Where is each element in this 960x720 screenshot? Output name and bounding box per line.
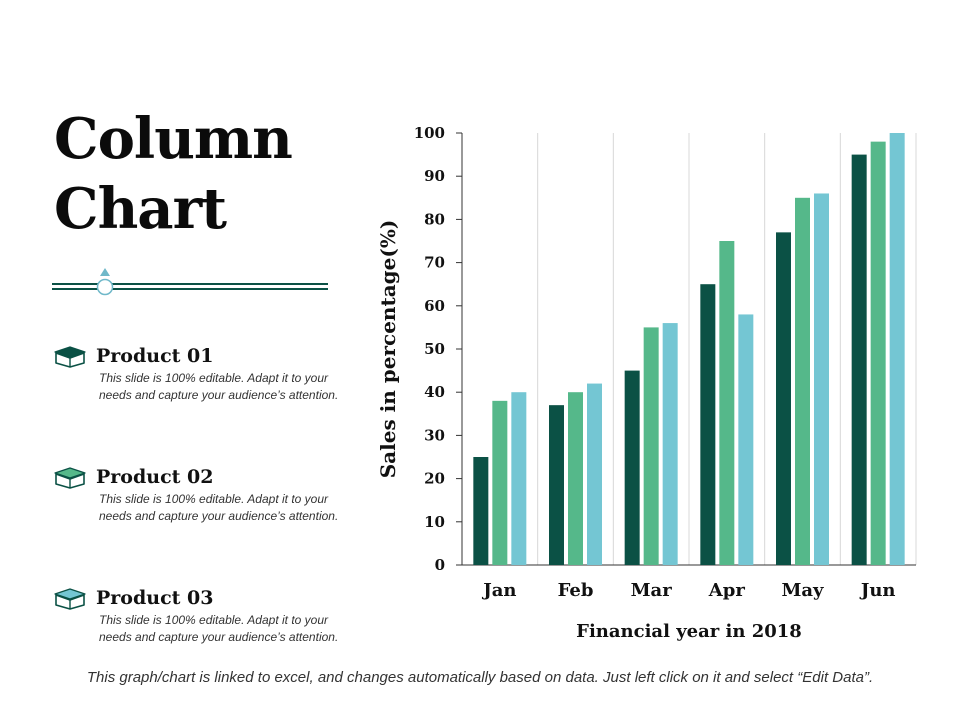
footer-note: This graph/chart is linked to excel, and… (86, 669, 874, 686)
bar (814, 193, 829, 565)
product-description-line-1: This slide is 100% editable. Adapt it to… (99, 371, 329, 385)
product-description-line-1: This slide is 100% editable. Adapt it to… (99, 492, 329, 506)
y-tick-label: 20 (424, 470, 445, 488)
title-line-1: Column (54, 106, 293, 172)
divider-circle (96, 278, 114, 296)
product-name: Product 03 (96, 587, 214, 609)
bar (624, 370, 640, 565)
y-tick-label: 50 (424, 340, 445, 358)
product-description-line-1: This slide is 100% editable. Adapt it to… (99, 613, 329, 627)
x-tick-label: Jan (481, 580, 516, 601)
product-description-line-2: needs and capture your audience’s attent… (99, 388, 339, 402)
product-description: This slide is 100% editable. Adapt it to… (99, 370, 389, 404)
bar (851, 154, 867, 565)
bar (511, 392, 527, 565)
bar (492, 400, 508, 565)
x-axis-title: Financial year in 2018 (576, 621, 802, 642)
x-tick-label: Feb (558, 580, 594, 601)
bar (549, 405, 564, 565)
y-tick-label: 60 (424, 297, 445, 315)
box-icon (54, 467, 86, 489)
x-tick-label: May (781, 580, 824, 601)
bar (795, 197, 810, 566)
product-description-line-2: needs and capture your audience’s attent… (99, 630, 339, 644)
x-tick-label: Jun (859, 580, 896, 601)
product-name: Product 02 (96, 466, 214, 488)
product-description: This slide is 100% editable. Adapt it to… (99, 612, 389, 646)
bar (568, 392, 583, 565)
y-tick-label: 80 (424, 210, 445, 228)
y-axis-title: Sales in percentage(%) (376, 220, 400, 479)
bar (587, 383, 602, 565)
bar (738, 314, 754, 565)
product-name: Product 01 (96, 345, 214, 367)
title-divider (52, 268, 328, 296)
y-tick-label: 0 (435, 556, 445, 574)
product-description-line-2: needs and capture your audience’s attent… (99, 509, 339, 523)
box-icon (54, 346, 86, 368)
box-icon (54, 588, 86, 610)
bar (473, 457, 489, 565)
bar (643, 327, 659, 565)
y-tick-label: 90 (424, 167, 445, 185)
product-description: This slide is 100% editable. Adapt it to… (99, 491, 389, 525)
x-tick-label: Mar (631, 580, 673, 601)
y-tick-label: 70 (424, 254, 445, 272)
title-line-2: Chart (54, 176, 227, 242)
bar (776, 232, 791, 566)
column-chart: 0 10 20 30 40 50 60 70 80 90 100 Jan Feb Mar Apr May Jun… (376, 124, 917, 642)
slide-title: Column Chart (54, 104, 354, 244)
bar (870, 141, 886, 565)
y-tick-label: 100 (414, 124, 445, 142)
triangle-marker-icon (100, 268, 110, 276)
y-tick-label: 10 (424, 513, 445, 531)
y-tick-label: 30 (424, 426, 445, 444)
bar (662, 323, 678, 565)
bar (700, 284, 716, 565)
bar (719, 241, 735, 565)
y-tick-label: 40 (424, 383, 445, 401)
x-tick-label: Apr (708, 580, 746, 601)
bar (889, 133, 905, 565)
